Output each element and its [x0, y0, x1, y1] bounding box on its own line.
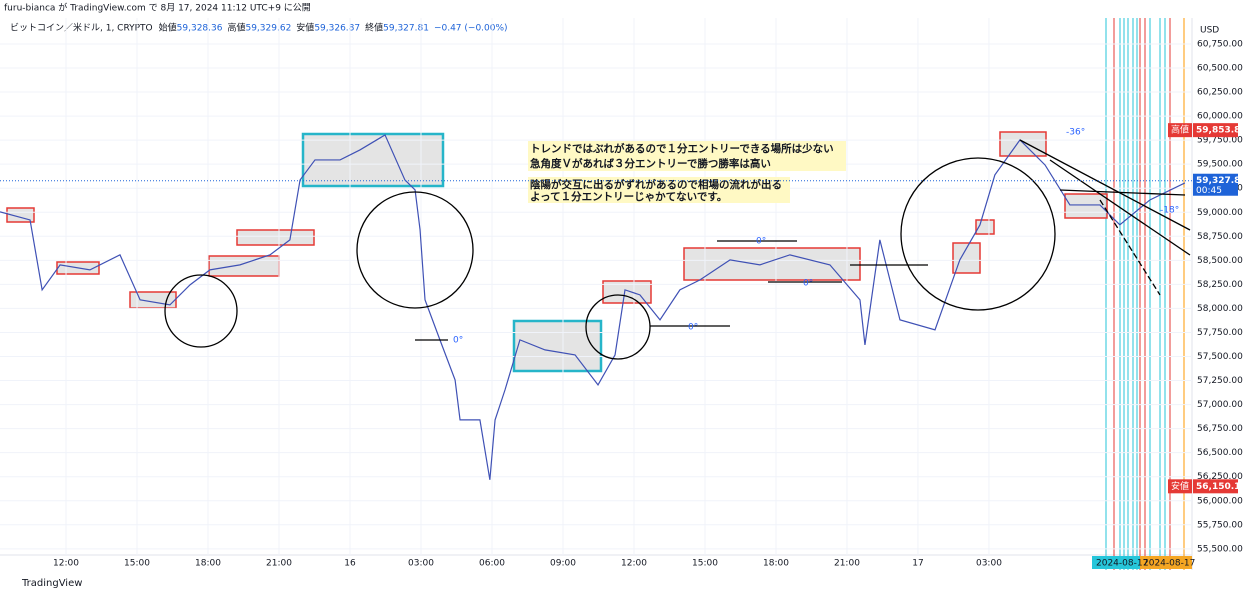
- note-bg: [528, 177, 790, 203]
- angle-label: -36°: [1066, 128, 1085, 138]
- price-tag-bg: [1168, 123, 1192, 138]
- y-tick-label: 58,500.00: [1197, 256, 1243, 266]
- ohlc-value: 59,328.36: [177, 24, 223, 34]
- y-tick-label: 56,250.00: [1197, 472, 1243, 482]
- note-bg: [528, 141, 846, 171]
- x-tick-label: 21:00: [266, 559, 292, 569]
- x-tick-label: 06:00: [479, 559, 505, 569]
- date-bg: [1092, 556, 1140, 569]
- footer: TradingView: [21, 578, 82, 589]
- y-tick-label: 60,250.00: [1197, 88, 1243, 98]
- y-tick-label: 56,000.00: [1197, 496, 1243, 506]
- date-bg: [1140, 556, 1192, 569]
- ohlc-value: 59,327.81: [383, 24, 429, 34]
- annotation: トレンドではぶれがあるので１分エントリーできる場所は少ない: [530, 142, 834, 155]
- symbol-info: ビットコイン／米ドル, 1, CRYPTO 始値 59,328.36 高値 59,329…: [10, 22, 508, 34]
- price-tag-name: 高値: [1171, 124, 1189, 136]
- x-tick-label: 03:00: [408, 559, 434, 569]
- publisher: furu-bianca が TradingView.com で 8月 17, 2…: [4, 2, 311, 14]
- y-tick-label: 55,750.00: [1197, 520, 1243, 530]
- price-line: [0, 134, 1186, 480]
- annotation: 陰陽が交互に出るがずれがあるので相場の流れが出る: [530, 178, 782, 191]
- x-tick-label: 18:00: [763, 559, 789, 569]
- x-tick-label: 18:00: [195, 559, 221, 569]
- ohlc-value: 59,329.62: [245, 24, 291, 34]
- y-tick-label: 57,000.00: [1197, 400, 1243, 410]
- drawings: [164, 139, 1191, 360]
- date-label: 2024-08-17: [1143, 559, 1195, 569]
- ohlc-label: 終値: [365, 22, 383, 34]
- angle-label: 0°: [688, 323, 698, 333]
- angle-label: 0°: [756, 237, 766, 247]
- price-tag-sub: 00:45: [1196, 186, 1222, 196]
- ohlc-label: 高値: [227, 22, 245, 34]
- x-tick-label: 12:00: [621, 559, 647, 569]
- price-tag: [1193, 173, 1238, 196]
- x-tick-label: 03:00: [976, 559, 1002, 569]
- y-tick-label: 59,500.00: [1197, 160, 1243, 170]
- y-tick-label: 60,000.00: [1197, 112, 1243, 122]
- price-tag-name: 安値: [1171, 480, 1189, 492]
- price-tag-label: 59,327.81: [1196, 176, 1247, 186]
- y-tick-label: 55,500.00: [1197, 544, 1243, 554]
- y-tick-label: 60,750.00: [1197, 39, 1243, 49]
- x-tick-label: 16: [344, 559, 356, 569]
- symbol: ビットコイン／米ドル, 1, CRYPTO: [10, 22, 153, 34]
- angle-label: -18°: [1160, 206, 1179, 216]
- y-tick-label: 60,500.00: [1197, 64, 1243, 74]
- x-tick-label: 17: [912, 559, 923, 569]
- y-tick-label: 56,750.00: [1197, 424, 1243, 434]
- annotation: 急角度Ｖがあれば３分エントリーで勝つ勝率は高い: [530, 157, 771, 170]
- y-tick-label: 58,750.00: [1197, 232, 1243, 242]
- price-tag: [1193, 479, 1238, 494]
- y-tick-label: 57,250.00: [1197, 376, 1243, 386]
- angle-label: 0°: [803, 279, 813, 289]
- price-tag-bg: [1168, 479, 1192, 494]
- currency: USD: [1200, 26, 1219, 36]
- y-tick-label: 57,500.00: [1197, 352, 1243, 362]
- vertical-lines: [1105, 18, 1185, 570]
- x-tick-label: 12:00: [53, 559, 79, 569]
- y-tick-label: 56,500.00: [1197, 448, 1243, 458]
- ohlc-label: 安値: [296, 22, 314, 34]
- x-tick-label: 21:00: [834, 559, 860, 569]
- ohlc-value: 59,326.87: [314, 24, 360, 34]
- y-tick-label: 59,000.00: [1197, 208, 1243, 218]
- x-tick-label: 15:00: [692, 559, 718, 569]
- ohlc-label: 始値: [159, 22, 177, 34]
- ohlc-value: −0.47 (−0.00%): [434, 24, 508, 34]
- price-tag: [1193, 123, 1238, 138]
- annotation: よって１分エントリーじゃかてないです。: [530, 190, 727, 203]
- angle-label: 0°: [453, 336, 463, 346]
- y-tick-label: 58,250.00: [1197, 280, 1243, 290]
- price-tag-label: 59,853.84: [1196, 126, 1247, 136]
- x-tick-label: 09:00: [550, 559, 576, 569]
- date-label: 2024-08-17: [1096, 559, 1148, 569]
- y-tick-label: 59,750.00: [1197, 136, 1243, 146]
- y-tick-label: 57,750.00: [1197, 328, 1243, 338]
- price-tag-label: 56,150.16: [1196, 482, 1247, 492]
- x-tick-label: 15:00: [124, 559, 150, 569]
- y-tick-label: 58,000.00: [1197, 304, 1243, 314]
- boxes: [6, 131, 1108, 373]
